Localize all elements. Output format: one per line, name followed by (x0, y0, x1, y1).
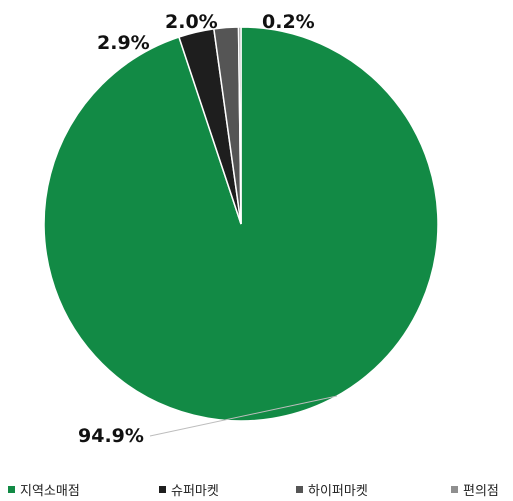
legend-label: 편의점 (463, 484, 499, 499)
legend-item-hypermarket: 하이퍼마켓 (296, 480, 368, 499)
leader-line (149, 395, 338, 437)
legend-swatch-local-store (8, 486, 15, 493)
legend-label: 하이퍼마켓 (308, 484, 368, 499)
data-label-hypermarket: 2.0% (165, 11, 218, 33)
legend-swatch-hypermarket (296, 486, 303, 493)
data-label-supermarket: 2.9% (97, 32, 150, 54)
data-label-local-store: 94.9% (78, 425, 144, 447)
data-labels: 94.9% 2.9% 2.0% 0.2% (78, 11, 315, 447)
legend: 지역소매점 슈퍼마켓 하이퍼마켓 편의점 (0, 480, 513, 500)
legend-swatch-supermarket (159, 486, 166, 493)
pie-slices (43, 26, 439, 422)
pie-chart: 94.9% 2.9% 2.0% 0.2% (43, 11, 439, 447)
legend-item-supermarket: 슈퍼마켓 (159, 480, 219, 499)
legend-item-convenience-store: 편의점 (451, 480, 499, 499)
data-label-convenience-store: 0.2% (262, 11, 315, 33)
slice-convenience-store (237, 26, 242, 225)
leader-lines (149, 395, 338, 437)
legend-label: 슈퍼마켓 (171, 484, 219, 499)
legend-item-local-store: 지역소매점 (8, 480, 80, 499)
legend-label: 지역소매점 (20, 484, 80, 499)
legend-swatch-convenience-store (451, 486, 458, 493)
